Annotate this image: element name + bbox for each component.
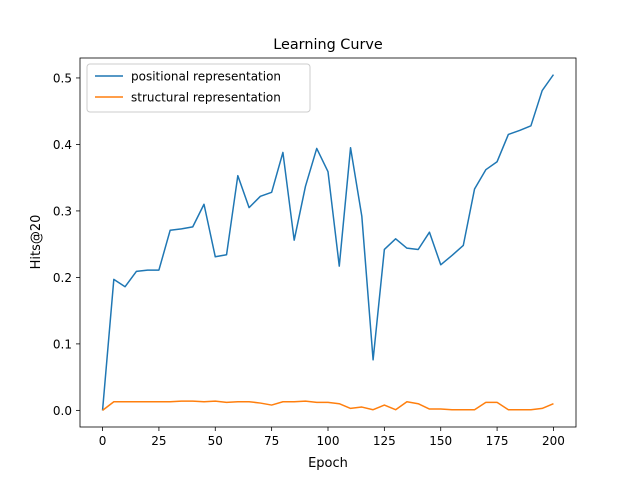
x-tick-label: 100 [317, 434, 340, 448]
y-tick-label: 0.3 [53, 204, 72, 218]
chart-title: Learning Curve [273, 37, 383, 53]
series-line-1 [101, 74, 555, 411]
x-tick-label: 175 [486, 434, 509, 448]
y-axis-label: Hits@20 [29, 215, 44, 270]
x-tick-label: 25 [151, 434, 166, 448]
x-tick-label: 125 [373, 434, 396, 448]
series-line-2 [102, 400, 554, 411]
x-tick-label: 75 [264, 434, 279, 448]
y-tick-label: 0.1 [53, 337, 72, 351]
x-tick-label: 0 [99, 434, 107, 448]
series-lines [101, 74, 555, 411]
x-tick-label: 150 [429, 434, 452, 448]
x-axis-label: Epoch [308, 456, 348, 471]
plot-frame [79, 57, 577, 428]
y-tick-label: 0.0 [53, 404, 72, 418]
legend: positional representation structural repr… [86, 63, 311, 113]
x-tick-label: 50 [208, 434, 223, 448]
legend-label: structural representation [131, 91, 281, 105]
x-tick-label: 200 [542, 434, 565, 448]
y-tick-label: 0.2 [53, 271, 72, 285]
y-tick-label: 0.5 [53, 71, 72, 85]
y-tick-label: 0.4 [53, 138, 72, 152]
legend-box [86, 63, 311, 113]
legend-label: positional representation [131, 70, 281, 84]
axis-ticks: 0 25 50 75 100 125 150 175 200 0.0 0.1 0.2 0.3 0.4 0.5 [53, 71, 565, 448]
